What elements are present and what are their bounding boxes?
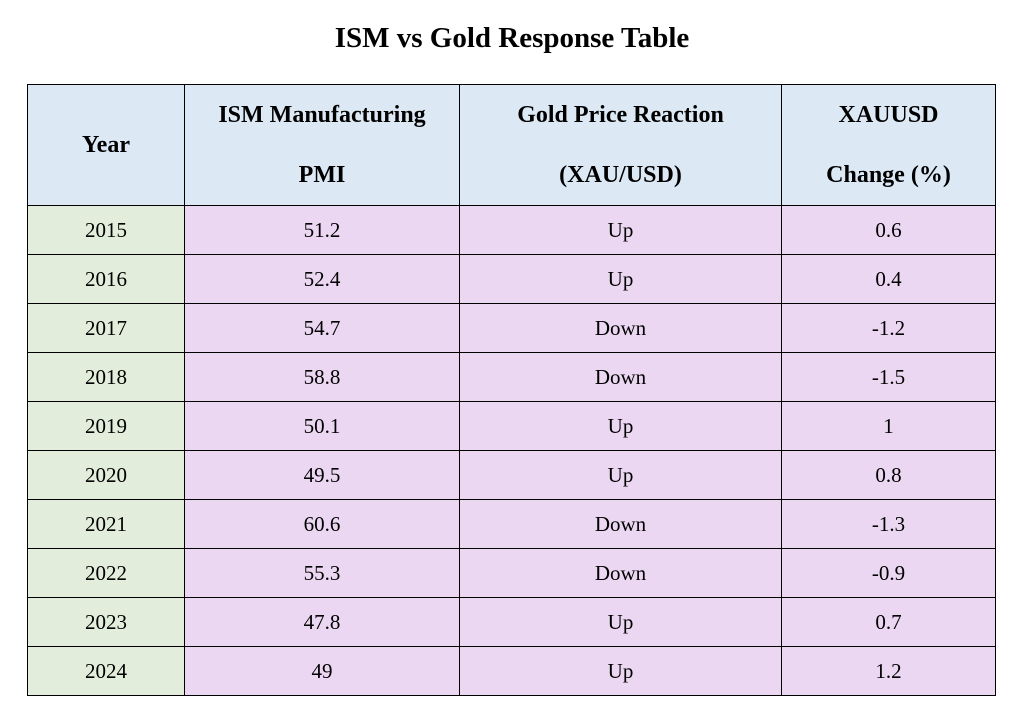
table-row: 2017 54.7 Down -1.2 [27, 303, 996, 353]
year-cell: 2016 [27, 254, 185, 304]
pmi-cell: 55.3 [184, 548, 460, 598]
column-header-line: Year [82, 132, 130, 158]
pmi-cell: 49.5 [184, 450, 460, 500]
table-row: 2022 55.3 Down -0.9 [27, 548, 996, 598]
year-cell: 2015 [27, 205, 185, 255]
table-row: 2019 50.1 Up 1 [27, 401, 996, 451]
gold-reaction-cell: Up [459, 205, 782, 255]
column-header-gold-reaction: Gold Price Reaction (XAU/USD) [459, 84, 782, 206]
column-header-line: PMI [298, 162, 346, 188]
xauusd-change-cell: -1.2 [781, 303, 996, 353]
gold-reaction-cell: Up [459, 401, 782, 451]
pmi-cell: 54.7 [184, 303, 460, 353]
xauusd-change-cell: -1.5 [781, 352, 996, 402]
gold-reaction-cell: Down [459, 352, 782, 402]
table-row: 2016 52.4 Up 0.4 [27, 254, 996, 304]
table-row: 2018 58.8 Down -1.5 [27, 352, 996, 402]
gold-reaction-cell: Down [459, 548, 782, 598]
column-header-ism-pmi: ISM Manufacturing PMI [184, 84, 460, 206]
column-header-line: ISM Manufacturing [218, 102, 426, 128]
xauusd-change-cell: -1.3 [781, 499, 996, 549]
year-cell: 2019 [27, 401, 185, 451]
gold-reaction-cell: Up [459, 646, 782, 696]
xauusd-change-cell: 0.7 [781, 597, 996, 647]
table-row: 2021 60.6 Down -1.3 [27, 499, 996, 549]
pmi-cell: 49 [184, 646, 460, 696]
column-header-line: (XAU/USD) [559, 162, 682, 188]
gold-reaction-cell: Up [459, 597, 782, 647]
pmi-cell: 52.4 [184, 254, 460, 304]
year-cell: 2020 [27, 450, 185, 500]
xauusd-change-cell: 0.4 [781, 254, 996, 304]
table-title: ISM vs Gold Response Table [334, 22, 690, 54]
year-cell: 2017 [27, 303, 185, 353]
response-table: Year ISM Manufacturing PMI Gold Price Re… [27, 84, 996, 696]
column-header-line: Change (%) [826, 162, 951, 188]
xauusd-change-cell: 0.6 [781, 205, 996, 255]
year-cell: 2022 [27, 548, 185, 598]
pmi-cell: 58.8 [184, 352, 460, 402]
year-cell: 2023 [27, 597, 185, 647]
pmi-cell: 60.6 [184, 499, 460, 549]
pmi-cell: 50.1 [184, 401, 460, 451]
xauusd-change-cell: 1 [781, 401, 996, 451]
table-row: 2020 49.5 Up 0.8 [27, 450, 996, 500]
table-body: 2015 51.2 Up 0.6 2016 52.4 Up 0.4 2017 54.7 Down -1… [27, 205, 996, 696]
pmi-cell: 47.8 [184, 597, 460, 647]
year-cell: 2024 [27, 646, 185, 696]
column-header-xauusd-change: XAUUSD Change (%) [781, 84, 996, 206]
column-header-year: Year [27, 84, 185, 206]
header-row: Year ISM Manufacturing PMI Gold Price Re… [27, 84, 996, 206]
table-row: 2024 49 Up 1.2 [27, 646, 996, 696]
xauusd-change-cell: 1.2 [781, 646, 996, 696]
column-header-line: Gold Price Reaction [517, 102, 724, 128]
table-row: 2015 51.2 Up 0.6 [27, 205, 996, 255]
gold-reaction-cell: Up [459, 254, 782, 304]
xauusd-change-cell: -0.9 [781, 548, 996, 598]
year-cell: 2018 [27, 352, 185, 402]
column-header-line: XAUUSD [838, 102, 939, 128]
gold-reaction-cell: Up [459, 450, 782, 500]
year-cell: 2021 [27, 499, 185, 549]
gold-reaction-cell: Down [459, 499, 782, 549]
table-row: 2023 47.8 Up 0.7 [27, 597, 996, 647]
pmi-cell: 51.2 [184, 205, 460, 255]
xauusd-change-cell: 0.8 [781, 450, 996, 500]
gold-reaction-cell: Down [459, 303, 782, 353]
